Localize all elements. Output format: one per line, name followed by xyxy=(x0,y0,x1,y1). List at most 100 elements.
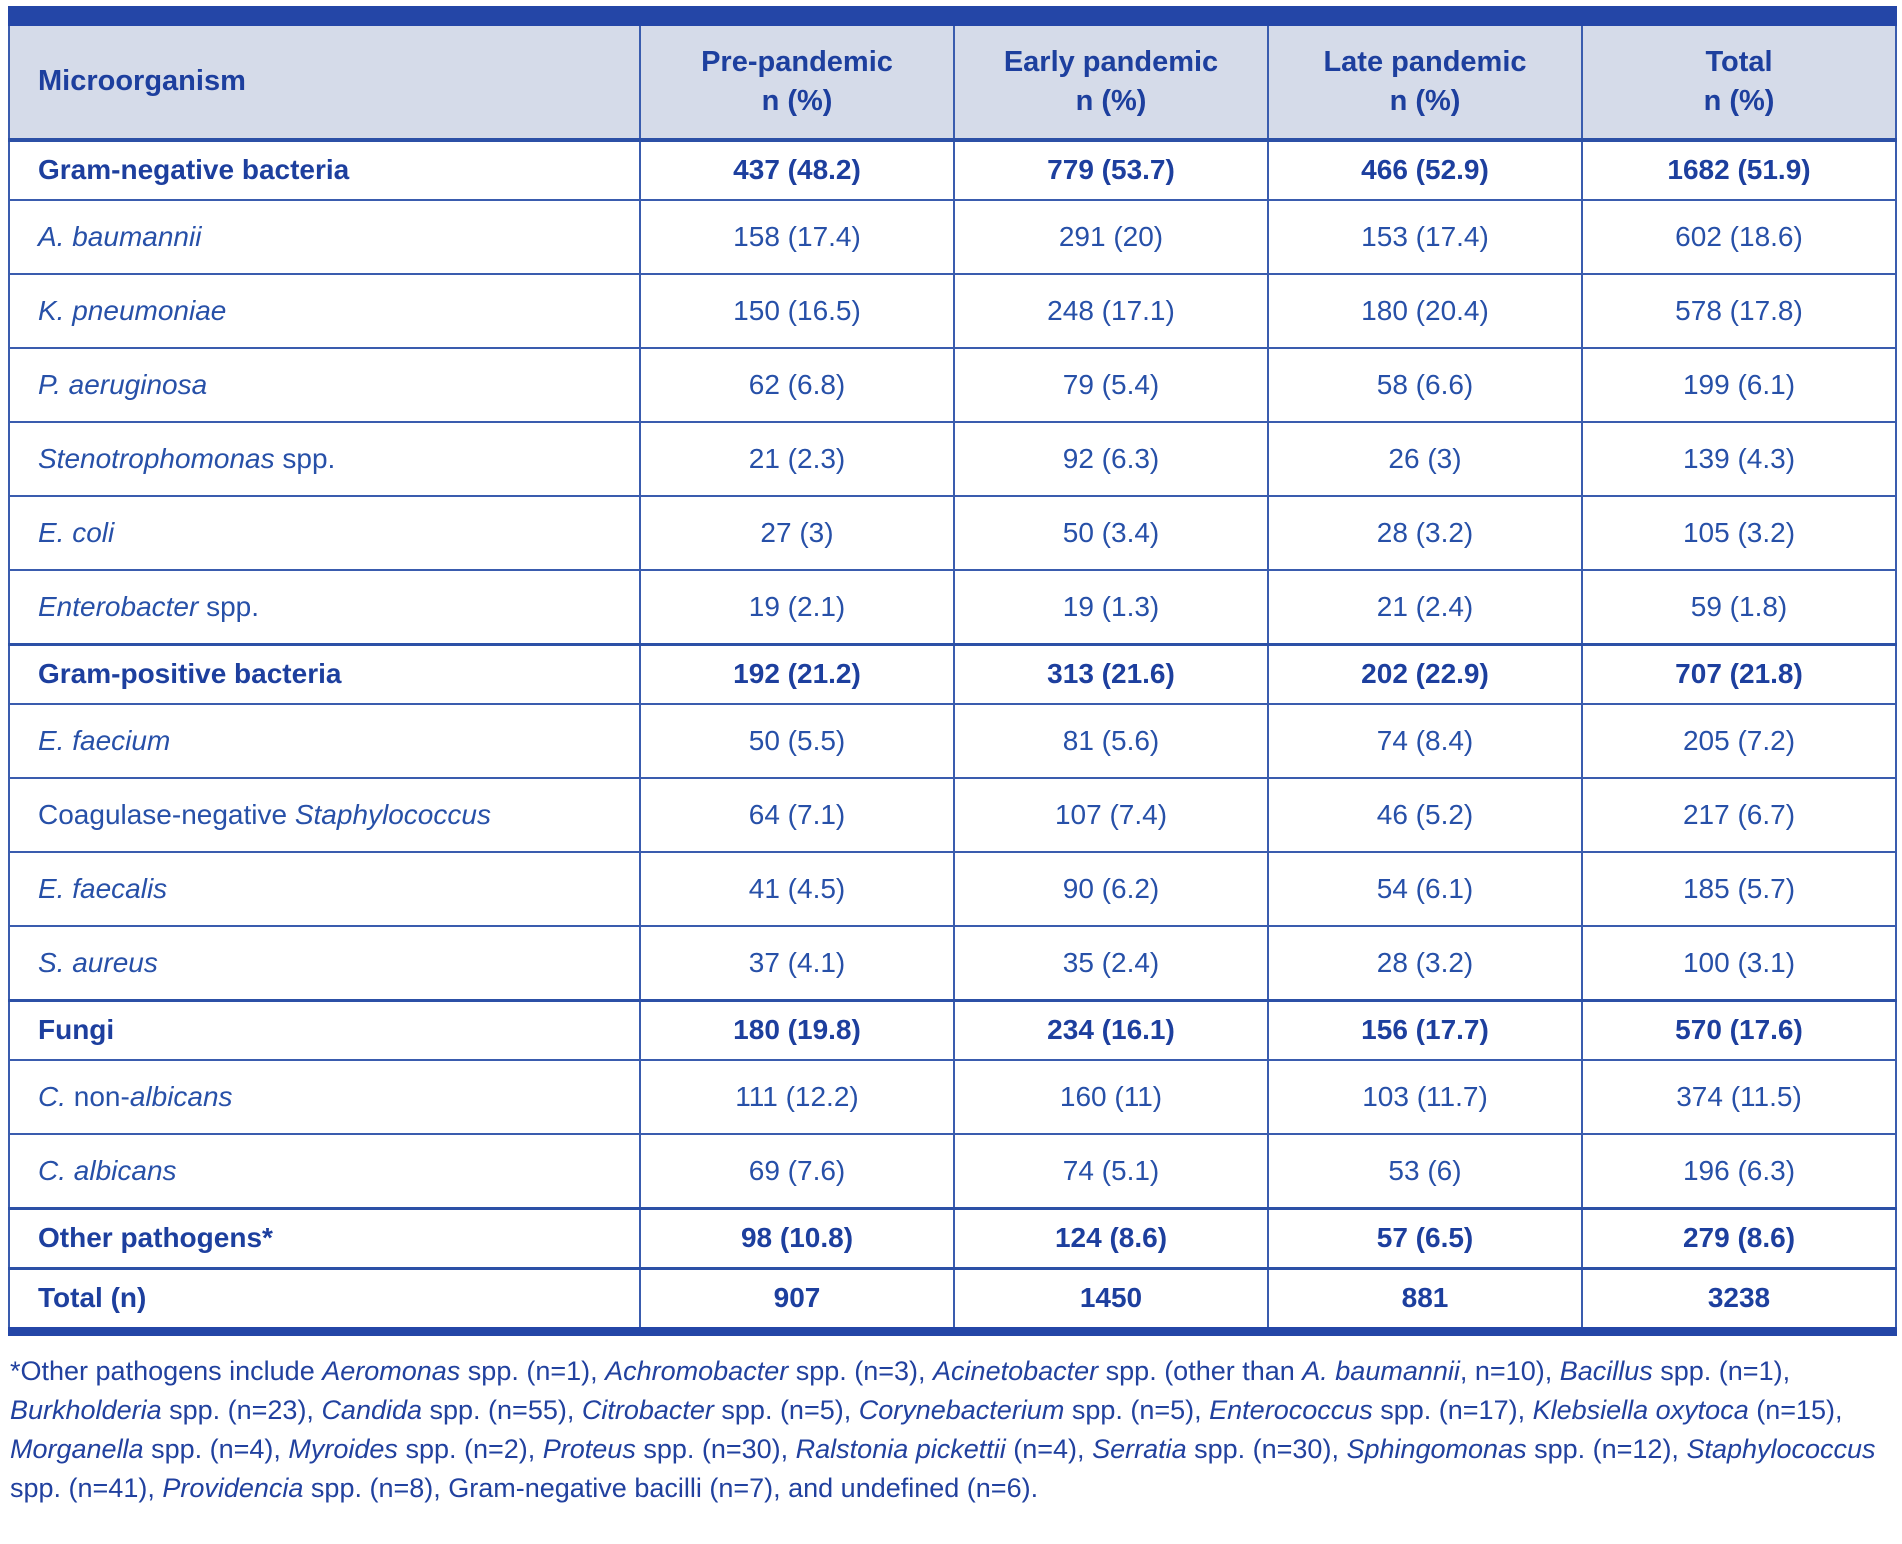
taxon-name-italic: Serratia xyxy=(1092,1434,1187,1465)
value-cell: 41 (4.5) xyxy=(639,851,955,927)
value-cell: 90 (6.2) xyxy=(953,851,1269,927)
value-cell: 28 (3.2) xyxy=(1267,495,1583,571)
microorganism-cell: Gram-negative bacteria xyxy=(8,138,641,201)
taxon-name-italic: A. baumannii xyxy=(1302,1356,1460,1386)
microorganism-cell: K. pneumoniae xyxy=(8,273,641,349)
microorganism-cell: E. faecium xyxy=(8,703,641,779)
text-segment: (n=4), xyxy=(1005,1434,1093,1465)
taxon-name-italic: P. aeruginosa xyxy=(38,368,208,400)
col-header-microorganism: Microorganism xyxy=(8,6,641,142)
category-row: Gram-positive bacteria 192 (21.2) 313 (21.… xyxy=(8,643,1897,705)
taxon-name-italic: Sphingomonas xyxy=(1346,1434,1527,1465)
text-segment: spp. (n=41), xyxy=(10,1473,163,1504)
text-segment: *Other pathogens include xyxy=(10,1356,323,1386)
species-row: A. baumannii 158 (17.4) 291 (20) 153 (17.4)… xyxy=(8,199,1897,275)
value-cell: 54 (6.1) xyxy=(1267,851,1583,927)
value-cell: 139 (4.3) xyxy=(1581,421,1897,497)
value-cell: 124 (8.6) xyxy=(953,1207,1269,1270)
text-segment: Total (n) xyxy=(38,1282,147,1314)
text-segment: spp. (n=55), xyxy=(422,1395,582,1426)
taxon-name-italic: Staphylococcus xyxy=(1686,1434,1876,1465)
value-cell: 466 (52.9) xyxy=(1267,138,1583,201)
microorganism-cell: P. aeruginosa xyxy=(8,347,641,423)
microorganism-table: Microorganism Pre-pandemic n (%) Early p… xyxy=(8,6,1897,1336)
text-segment: spp. (n=1), xyxy=(460,1356,606,1386)
microorganism-cell: Total (n) xyxy=(8,1267,641,1336)
text-segment: spp. (n=2), xyxy=(397,1434,543,1465)
text-segment: spp. (n=3), xyxy=(788,1356,934,1386)
value-cell: 1450 xyxy=(953,1267,1269,1336)
text-segment: Fungi xyxy=(38,1014,115,1046)
value-cell: 50 (3.4) xyxy=(953,495,1269,571)
value-cell: 1682 (51.9) xyxy=(1581,138,1897,201)
taxon-name-italic: S. aureus xyxy=(38,946,158,978)
taxon-name-italic: Citrobacter xyxy=(581,1395,714,1426)
value-cell: 437 (48.2) xyxy=(639,138,955,201)
species-row: E. coli 27 (3) 50 (3.4) 28 (3.2) 105 (3.2) xyxy=(8,495,1897,571)
value-cell: 74 (8.4) xyxy=(1267,703,1583,779)
value-cell: 570 (17.6) xyxy=(1581,999,1897,1061)
text-segment: spp. (n=1), xyxy=(1652,1356,1791,1386)
taxon-name-italic: Enterobacter xyxy=(38,590,199,622)
microorganism-cell: Coagulase-negative Staphylococcus xyxy=(8,777,641,853)
table-footnote: *Other pathogens include Aeromonas spp. … xyxy=(10,1352,1892,1509)
col-header-pre-pandemic: Pre-pandemic n (%) xyxy=(639,6,955,142)
taxon-name-italic: Morganella xyxy=(10,1434,144,1465)
species-row: C. non-albicans 111 (12.2) 160 (11) 103 (11… xyxy=(8,1059,1897,1135)
value-cell: 202 (22.9) xyxy=(1267,643,1583,705)
taxon-name-italic: Acinetobacter xyxy=(933,1356,1099,1386)
value-cell: 192 (21.2) xyxy=(639,643,955,705)
microorganism-cell: Enterobacter spp. xyxy=(8,569,641,646)
taxon-name-italic: Providencia xyxy=(162,1473,304,1504)
species-row: K. pneumoniae 150 (16.5) 248 (17.1) 180 (20… xyxy=(8,273,1897,349)
value-cell: 279 (8.6) xyxy=(1581,1207,1897,1270)
value-cell: 81 (5.6) xyxy=(953,703,1269,779)
text-segment: spp. (n=23), xyxy=(161,1395,322,1426)
text-segment: non- xyxy=(66,1080,130,1112)
table-header: Microorganism Pre-pandemic n (%) Early p… xyxy=(8,6,1897,142)
species-row: E. faecalis 41 (4.5) 90 (6.2) 54 (6.1) 185 (… xyxy=(8,851,1897,927)
value-cell: 74 (5.1) xyxy=(953,1133,1269,1210)
species-row: Coagulase-negative Staphylococcus 64 (7.1… xyxy=(8,777,1897,853)
text-segment: spp. (other than xyxy=(1098,1356,1303,1386)
microorganism-cell: Stenotrophomonas spp. xyxy=(8,421,641,497)
value-cell: 103 (11.7) xyxy=(1267,1059,1583,1135)
value-cell: 50 (5.5) xyxy=(639,703,955,779)
taxon-name-italic: albicans xyxy=(129,1080,233,1112)
text-segment: Gram-positive bacteria xyxy=(38,658,342,690)
microorganism-cell: Gram-positive bacteria xyxy=(8,643,641,705)
col-header-total: Total n (%) xyxy=(1581,6,1897,142)
microorganism-cell: S. aureus xyxy=(8,925,641,1002)
species-row: C. albicans 69 (7.6) 74 (5.1) 53 (6) 196 (6.… xyxy=(8,1133,1897,1210)
taxon-name-italic: K. pneumoniae xyxy=(38,294,227,326)
value-cell: 98 (10.8) xyxy=(639,1207,955,1270)
value-cell: 100 (3.1) xyxy=(1581,925,1897,1002)
taxon-name-italic: E. faecalis xyxy=(38,872,168,904)
value-cell: 374 (11.5) xyxy=(1581,1059,1897,1135)
value-cell: 26 (3) xyxy=(1267,421,1583,497)
microorganism-cell: Other pathogens* xyxy=(8,1207,641,1270)
category-row: Total (n) 907 1450 881 3238 xyxy=(8,1267,1897,1336)
species-row: P. aeruginosa 62 (6.8) 79 (5.4) 58 (6.6) 199… xyxy=(8,347,1897,423)
taxon-name-italic: Ralstonia pickettii xyxy=(795,1434,1006,1465)
value-cell: 248 (17.1) xyxy=(953,273,1269,349)
taxon-name-italic: C. albicans xyxy=(38,1154,177,1186)
text-segment: spp. (n=12), xyxy=(1526,1434,1687,1465)
microorganism-cell: E. coli xyxy=(8,495,641,571)
col-header-late-pandemic: Late pandemic n (%) xyxy=(1267,6,1583,142)
value-cell: 205 (7.2) xyxy=(1581,703,1897,779)
text-segment: spp. (n=17), xyxy=(1372,1395,1533,1426)
value-cell: 779 (53.7) xyxy=(953,138,1269,201)
value-cell: 21 (2.3) xyxy=(639,421,955,497)
text-segment: spp. xyxy=(274,442,336,474)
taxon-name-italic: A. baumannii xyxy=(38,220,202,252)
value-cell: 180 (19.8) xyxy=(639,999,955,1061)
taxon-name-italic: Enterococcus xyxy=(1209,1395,1373,1426)
value-cell: 19 (1.3) xyxy=(953,569,1269,646)
col-header-early-pandemic: Early pandemic n (%) xyxy=(953,6,1269,142)
value-cell: 3238 xyxy=(1581,1267,1897,1336)
value-cell: 58 (6.6) xyxy=(1267,347,1583,423)
species-row: Stenotrophomonas spp. 21 (2.3) 92 (6.3) 26 … xyxy=(8,421,1897,497)
text-segment: spp. (n=30), xyxy=(635,1434,796,1465)
